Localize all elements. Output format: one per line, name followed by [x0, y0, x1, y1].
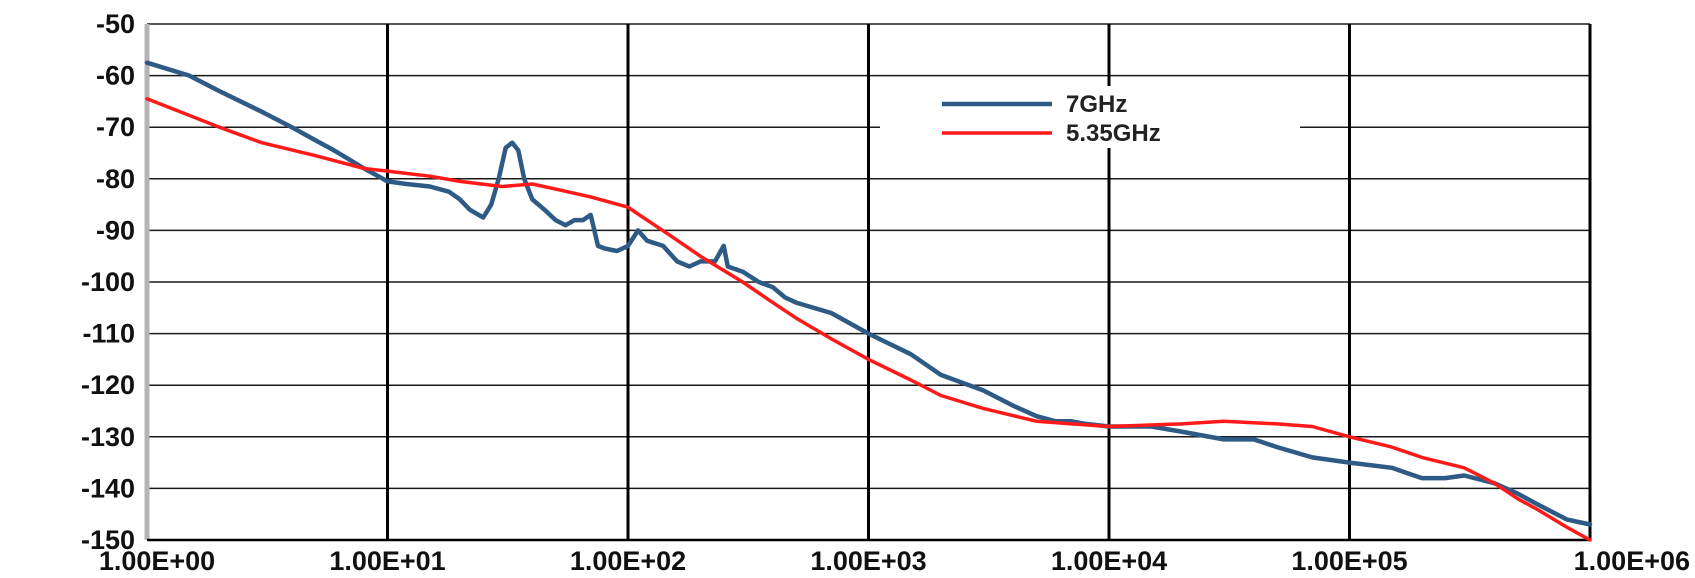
legend-background [880, 86, 1300, 148]
x-tick-label: 1.00E+02 [570, 546, 686, 576]
x-tick-label: 1.00E+06 [1574, 546, 1690, 576]
y-tick-label: -150 [81, 525, 135, 555]
y-tick-label: -130 [81, 422, 135, 452]
y-tick-label: -50 [96, 9, 135, 39]
legend-label: 7GHz [1066, 91, 1127, 118]
x-tick-label: 1.00E+04 [1051, 546, 1167, 576]
series-layer [144, 60, 1593, 542]
y-tick-label: -80 [96, 164, 135, 194]
x-tick-label: 1.00E+05 [1291, 546, 1407, 576]
tick-labels: -50-60-70-80-90-100-110-120-130-140-1501… [81, 9, 1690, 576]
y-tick-label: -90 [96, 215, 135, 245]
y-tick-label: -100 [81, 267, 135, 297]
y-tick-label: -110 [82, 319, 135, 349]
axis-layer [144, 24, 1590, 542]
grid-layer [147, 23, 1592, 540]
y-tick-label: -120 [81, 370, 135, 400]
x-tick-label: 1.00E+01 [329, 546, 445, 576]
y-tick-label: -60 [96, 61, 135, 91]
legend-label: 5.35GHz [1066, 120, 1161, 147]
y-tick-label: -70 [96, 112, 135, 142]
series-line-5-35ghz [145, 97, 1592, 542]
series-line-7ghz [144, 60, 1593, 527]
x-tick-label: 1.00E+03 [810, 546, 926, 576]
x-tick-label: 1.00E+00 [99, 546, 215, 576]
y-tick-label: -140 [81, 473, 135, 503]
